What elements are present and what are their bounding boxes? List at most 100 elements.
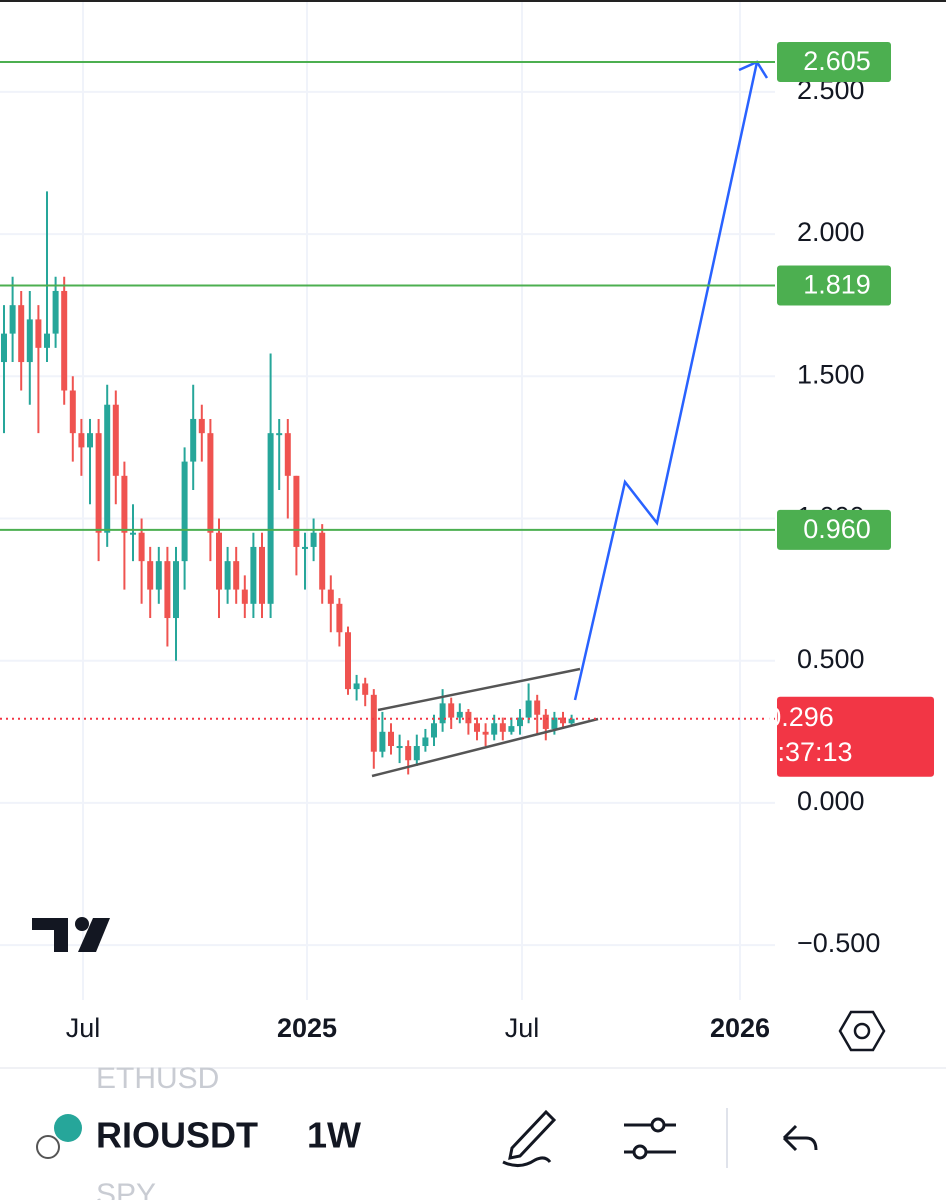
candle-body [78, 433, 85, 448]
candle-body [147, 561, 154, 590]
level-box [777, 265, 891, 306]
candle-body [216, 532, 222, 590]
candle-body [422, 737, 429, 747]
candle-body [130, 532, 136, 535]
candle-body [560, 717, 566, 724]
candle-body [302, 546, 308, 549]
candle-body [491, 723, 498, 735]
candle-body [448, 703, 455, 718]
x-tick-label: Jul [505, 1013, 540, 1043]
candle-body [181, 461, 188, 562]
next-symbol[interactable]: SPY [96, 1178, 156, 1200]
channel-upper [377, 667, 581, 712]
level-box [777, 42, 891, 83]
candle-body [370, 694, 377, 752]
channel-lower [371, 717, 599, 778]
candle-body [198, 418, 205, 434]
y-tick-label: 0.000 [797, 786, 865, 816]
candle-body [69, 390, 76, 434]
draw-button[interactable] [502, 1109, 557, 1167]
candle-body [336, 603, 343, 633]
symbol-icon [36, 1114, 82, 1159]
candle-body [310, 532, 317, 547]
candle-body [353, 683, 360, 690]
tradingview-logo [32, 917, 110, 952]
candle-body [319, 532, 326, 590]
level-label: 2.605 [803, 46, 871, 76]
candle-body [233, 561, 240, 590]
last-price-box [777, 696, 934, 777]
candle-body [87, 433, 93, 448]
candle-body [431, 723, 437, 738]
candle-body [534, 700, 541, 715]
candle-body [456, 711, 463, 718]
candle-body [9, 305, 16, 334]
y-tick-label: −0.500 [797, 928, 880, 958]
candle-body [405, 746, 412, 761]
level-label: 1.819 [803, 270, 871, 300]
candle-body [95, 433, 102, 533]
y-tick-label: 2.000 [797, 217, 865, 247]
indicators-button[interactable] [624, 1117, 676, 1160]
level-box [777, 509, 891, 550]
candle-body [259, 546, 265, 604]
candle-body [138, 532, 145, 562]
candle-body [525, 700, 532, 718]
candle-body [35, 319, 42, 348]
x-tick-label: Jul [66, 1013, 101, 1043]
candle-body [18, 305, 25, 363]
symbol[interactable]: RIOUSDT [96, 1115, 258, 1156]
grid [0, 0, 775, 1000]
candle-body [499, 723, 506, 732]
candle-body [474, 723, 480, 732]
candle-body [508, 726, 515, 732]
candle-body [190, 418, 197, 462]
candle-body [542, 714, 549, 729]
y-tick-label: 0.500 [797, 644, 865, 674]
candle-body [173, 561, 179, 619]
candle-body [284, 433, 291, 476]
candle-body [155, 561, 162, 590]
last-price-label: 0.296 [766, 702, 834, 732]
candle-body [327, 589, 334, 604]
levels: 2.605 1.819 0.960 0.296 12:37:13 [0, 42, 934, 777]
candle-body [517, 717, 523, 727]
candle-body [61, 290, 68, 391]
candle-body [568, 718, 575, 724]
settings-button[interactable] [838, 1010, 886, 1052]
candle-body [112, 404, 119, 476]
candle-body [379, 731, 386, 752]
candle-body [267, 433, 274, 604]
candle-body [276, 433, 283, 436]
candle-body [250, 546, 257, 604]
candle-body [413, 746, 420, 761]
y-axis: Jul2025Jul20262.5002.0001.5001.0000.5000… [66, 75, 881, 1043]
candle-body [439, 703, 446, 724]
prev-symbol[interactable]: ETHUSD [96, 1062, 219, 1095]
candle-body [362, 683, 369, 695]
projection-path [573, 61, 759, 701]
candle-body [104, 404, 111, 533]
candle-body [207, 433, 214, 533]
candle-body [388, 731, 394, 747]
x-tick-label: 2026 [710, 1013, 770, 1043]
candle-body [224, 561, 231, 590]
candle-body [52, 290, 59, 334]
x-tick-label: 2025 [277, 1013, 337, 1043]
interval[interactable]: 1W [307, 1115, 361, 1156]
candle-body [396, 746, 403, 749]
candle-body [44, 333, 50, 348]
candle-body [164, 561, 171, 619]
candle-body [121, 475, 128, 533]
candle-body [293, 475, 300, 547]
candle-body [1, 333, 7, 363]
candle-body [482, 731, 489, 735]
candle-body [465, 711, 472, 724]
candle-body [26, 319, 33, 363]
candles [1, 191, 575, 775]
undo-button[interactable] [782, 1124, 818, 1152]
candle-body [551, 717, 558, 729]
y-tick-label: 1.500 [797, 359, 865, 389]
